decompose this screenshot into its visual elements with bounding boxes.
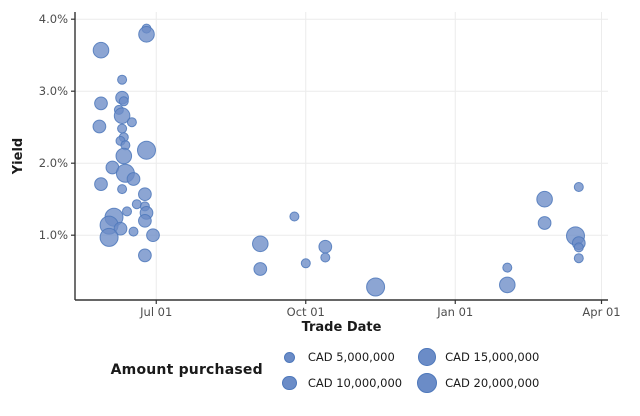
x-axis-title: Trade Date [302,320,382,335]
x-tick-label: Apr 01 [582,305,620,319]
data-bubble [253,262,268,276]
data-bubble [499,276,516,294]
data-bubble [300,258,311,269]
data-bubble [366,277,386,297]
data-bubble [92,41,110,59]
legend-entry: CAD 15,000,000 [416,348,539,366]
data-bubble [138,213,152,228]
data-bubble [117,184,128,195]
legend-title: Amount purchased [110,362,263,378]
legend-size-swatch [418,348,436,366]
legend-size-swatch [284,351,296,363]
data-bubble [117,123,128,134]
data-bubble [113,107,131,124]
y-tick-label: 2.0% [39,156,68,170]
data-bubble [115,147,133,165]
data-bubble [502,262,513,273]
legend-swatch-box [279,375,301,391]
data-bubble [318,239,333,254]
data-bubble [573,242,584,253]
y-tick-label: 1.0% [39,228,68,242]
x-tick-label: Jan 01 [436,305,473,319]
x-tick-label: Jul 01 [139,305,172,319]
legend-label: CAD 20,000,000 [445,376,540,390]
y-tick-label: 4.0% [39,12,68,26]
data-bubble [126,117,137,128]
legend-swatch-box [416,373,438,393]
data-bubble [137,140,156,160]
data-bubble [99,227,119,247]
legend-label: CAD 10,000,000 [307,376,403,390]
data-bubble [113,221,128,236]
x-tick-label: Oct 01 [287,305,325,319]
legend-label: CAD 5,000,000 [307,350,395,364]
legend-entries: CAD 5,000,000 CAD 10,000,000 CAD 15,000,00… [279,344,539,396]
data-bubble [122,206,132,217]
legend-entry: CAD 20,000,000 [416,373,539,393]
data-bubble [131,199,142,210]
y-axis-title: Yield [11,138,26,175]
legend-label: CAD 15,000,000 [445,349,540,364]
legend-size-swatch [282,375,298,391]
data-bubble [320,252,331,263]
data-bubble [94,96,108,111]
data-bubble [138,26,155,43]
legend-swatch-box [279,351,301,363]
legend-entry: CAD 10,000,000 [279,375,403,391]
data-bubble [289,211,300,222]
data-bubble [252,235,269,253]
data-bubble [536,190,553,208]
legend-size-swatch [417,373,438,393]
bubble-chart-plot-area: 1.0% 2.0% 3.0% 4.0% Jul 01 Oct 01 Jan 01 Apr 01… [11,12,621,335]
legend-swatch-box [416,348,438,366]
data-bubble [537,216,552,230]
data-bubble [117,74,128,85]
legend-entry: CAD 5,000,000 [279,350,402,364]
data-bubble [573,182,584,192]
data-bubble [128,226,139,237]
data-bubble [138,248,152,263]
y-tick-label: 3.0% [39,84,68,98]
data-bubble [573,253,584,264]
chart-legend: Amount purchased CAD 5,000,000 CAD 10,000… [0,344,640,396]
data-bubble [118,96,129,107]
data-bubble [146,228,160,243]
data-bubble [126,172,141,186]
data-bubble [94,177,108,191]
data-bubble [138,187,152,202]
data-bubble [92,119,107,134]
